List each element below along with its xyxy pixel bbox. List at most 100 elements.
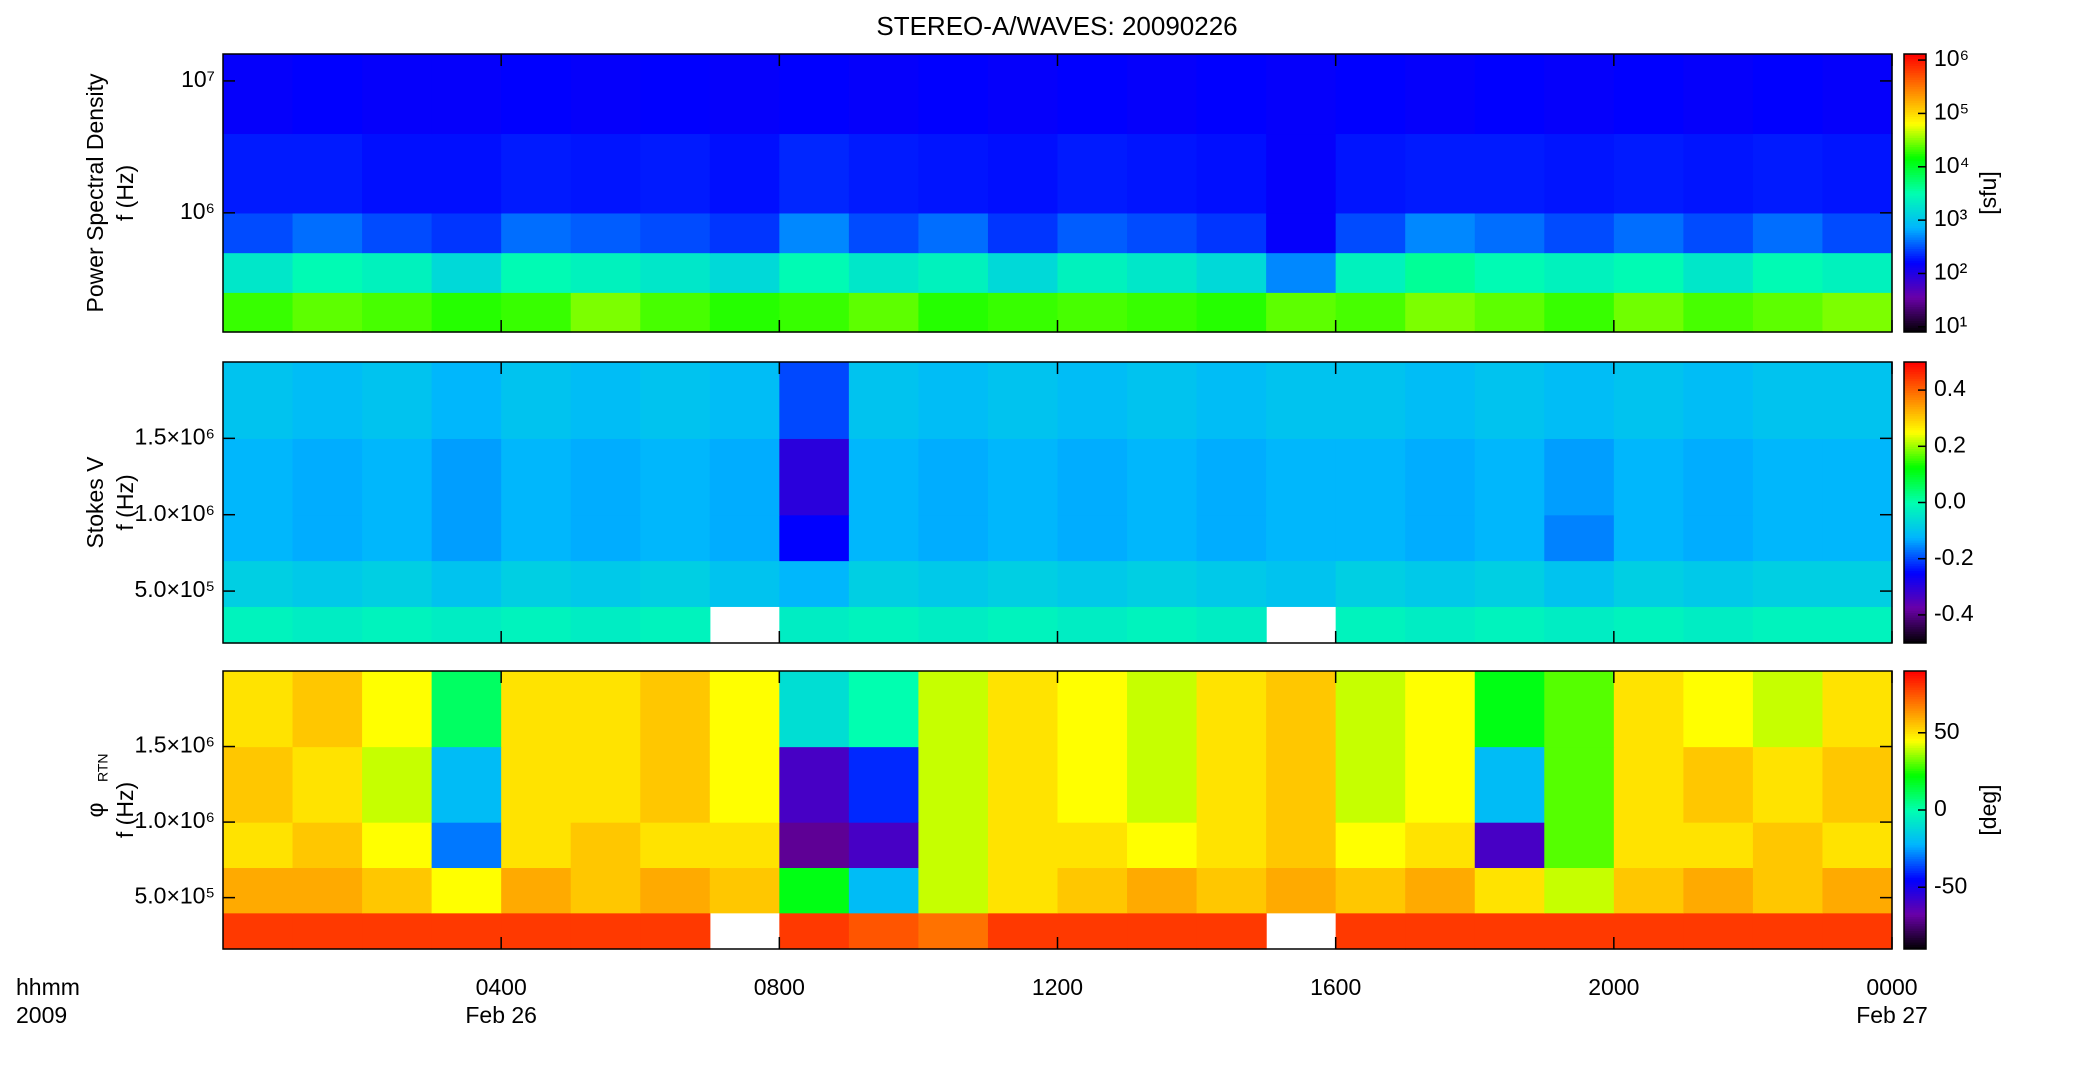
colorbar-swatch [1904,544,1926,548]
colorbar-swatch [1904,673,1926,677]
colorbar-swatch [1904,153,1926,157]
colorbar-swatch [1904,763,1926,767]
heatmap-cell [779,822,850,869]
colorbar-swatch [1904,497,1926,501]
colorbar-swatch [1904,313,1926,317]
heatmap-cell [1474,438,1545,516]
colorbar-swatch [1904,717,1926,721]
heatmap-cell [1683,606,1754,644]
heatmap-cell [1196,822,1267,869]
colorbar-swatch [1904,814,1926,818]
colorbar-swatch [1904,610,1926,614]
heatmap-cell [1335,252,1406,293]
colorbar-tick-label: 0.0 [1934,488,1966,514]
colorbar-tick-label: 10⁶ [1934,45,1969,71]
colorbar-swatch [1904,935,1926,938]
heatmap-cell [501,606,572,644]
heatmap-cell [848,912,920,950]
colorbar-swatch [1904,439,1926,443]
colorbar-tick-label: 0.4 [1934,375,1966,401]
heatmap-cell [987,212,1059,254]
heatmap-cell [1474,252,1545,293]
colorbar-swatch [1904,88,1926,92]
x-tick-label: 1200 [1032,974,1083,1000]
heatmap-cell [1822,671,1893,748]
heatmap-cell [848,606,920,644]
heatmap-cell [848,252,920,293]
colorbar-swatch [1904,102,1926,106]
heatmap-cell [1683,438,1754,516]
heatmap-cell [1752,671,1824,748]
colorbar-swatch [1904,684,1926,688]
heatmap-cell [570,212,641,254]
colorbar-swatch [1904,179,1926,182]
heatmap-cell [640,362,711,439]
colorbar-swatch [1904,292,1926,296]
colorbar-swatch [1904,109,1926,113]
heatmap-cell [431,560,502,607]
heatmap-cell [570,292,641,333]
colorbar-swatch [1904,281,1926,284]
heatmap-cell [362,514,433,562]
colorbar-swatch [1904,752,1926,755]
colorbar-swatch [1904,422,1926,426]
heatmap-cell [640,292,711,333]
colorbar-swatch [1904,211,1926,215]
heatmap-cell [501,362,572,439]
y-axis-label: Stokes V [82,456,108,549]
heatmap-cell [987,867,1059,914]
heatmap-cell [1683,133,1754,214]
heatmap-cell [640,912,711,950]
heatmap-cell [987,560,1059,607]
colorbar-swatch [1904,761,1926,765]
heatmap-cell [501,514,572,562]
heatmap-cell [1613,671,1684,748]
heatmap-cell [848,822,920,869]
heatmap-cell [1196,606,1267,644]
colorbar-swatch [1904,796,1926,799]
heatmap-cell [362,133,433,214]
colorbar-swatch [1904,269,1926,273]
heatmap-cell [848,746,920,823]
colorbar-swatch [1904,842,1926,846]
colorbar-swatch [1904,232,1926,236]
colorbar-swatch [1904,155,1926,159]
colorbar-swatch [1904,854,1926,857]
colorbar-swatch [1904,160,1926,164]
colorbar-swatch [1904,579,1926,583]
heatmap-cell [1196,133,1267,214]
heatmap-cell [1405,746,1476,823]
colorbar-swatch [1904,682,1926,686]
heatmap-cell [292,438,363,516]
colorbar-swatch [1904,322,1926,326]
colorbar-swatch [1904,274,1926,277]
heatmap-cell [1752,362,1824,439]
colorbar-swatch [1904,782,1926,786]
heatmap-cell [1544,867,1615,914]
colorbar-swatch [1904,759,1926,762]
heatmap-cell [779,54,850,135]
colorbar-swatch [1904,539,1926,543]
heatmap-cell [987,912,1059,950]
heatmap-cell [779,133,850,214]
colorbar-swatch [1904,768,1926,772]
heatmap-cell [1266,54,1337,135]
colorbar-swatch [1904,243,1926,247]
heatmap-cell [918,54,989,135]
heatmap-cell [501,292,572,333]
colorbar-swatch [1904,849,1926,853]
heatmap-cell [1266,560,1337,607]
colorbar-swatch [1904,614,1926,618]
colorbar-swatch [1904,710,1926,714]
heatmap-cell [431,912,502,950]
heatmap-cell [987,822,1059,869]
heatmap-cell [1752,54,1824,135]
x-date-label: Feb 26 [465,1002,537,1028]
heatmap-cell [1822,867,1893,914]
heatmap-cell [1544,514,1615,562]
heatmap-cell [1127,212,1198,254]
colorbar-swatch [1904,364,1926,368]
colorbar-swatch [1904,213,1926,217]
colorbar-swatch [1904,860,1926,864]
y-tick-label: 1.0×10⁶ [135,807,215,833]
